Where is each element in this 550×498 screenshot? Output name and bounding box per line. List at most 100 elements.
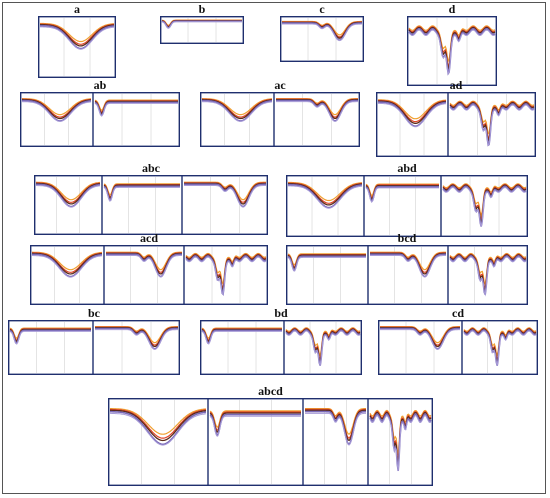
panel-cd <box>377 319 539 375</box>
curve-b-2 <box>209 412 301 433</box>
curve-b-2 <box>201 328 282 343</box>
curve-b-3 <box>287 255 366 272</box>
curve-a-2 <box>32 252 103 275</box>
curve-c-4 <box>380 329 460 350</box>
curve-d-4 <box>185 256 267 296</box>
curve-c-4 <box>282 23 362 42</box>
panel-border <box>375 91 537 157</box>
curve-a-2 <box>288 183 363 206</box>
curve-a-2 <box>378 100 447 125</box>
curve-b-4 <box>94 102 178 117</box>
panel-border <box>285 244 529 305</box>
panel-border <box>29 244 269 305</box>
curve-d-4 <box>442 186 527 227</box>
panel-label-c: c <box>319 2 325 16</box>
curve-a-2 <box>202 99 272 120</box>
panel-border <box>279 15 364 62</box>
curve-c-3 <box>184 183 266 208</box>
curve-b-3 <box>365 185 439 203</box>
curve-b-4 <box>161 21 242 29</box>
panel-border <box>199 91 361 147</box>
panel-ad <box>375 91 537 157</box>
curve-a-4 <box>378 102 447 128</box>
curve-a-4 <box>110 412 207 446</box>
curve-b-4 <box>365 187 439 203</box>
curve-b-2 <box>287 254 366 269</box>
panel-label-cd: cd <box>452 306 464 320</box>
curve-d-4 <box>369 415 432 472</box>
curve-d-4 <box>463 330 537 366</box>
panel-border <box>285 174 529 237</box>
curve-c-0 <box>184 181 266 201</box>
curve-b-0 <box>365 183 439 197</box>
panel-border <box>37 15 116 78</box>
curve-a-2 <box>36 182 101 205</box>
curve-b-0 <box>9 327 91 339</box>
panel-abcd <box>107 397 434 486</box>
panel-bc <box>7 319 181 375</box>
curve-c-4 <box>106 255 182 278</box>
panel-label-ac: ac <box>274 78 286 92</box>
panel-label-abc: abc <box>142 161 160 175</box>
panel-abd <box>285 174 529 237</box>
panel-label-ab: ab <box>93 78 107 92</box>
curve-b-2 <box>365 184 439 201</box>
curve-b-2 <box>9 328 91 343</box>
curve-c-0 <box>106 251 182 271</box>
curve-b-4 <box>209 415 301 437</box>
curve-a-1 <box>110 408 206 439</box>
curve-a-1 <box>288 182 362 204</box>
curve-d-4 <box>449 256 527 297</box>
curve-d-4 <box>285 330 361 366</box>
curve-a-2 <box>40 24 115 47</box>
curve-b-4 <box>9 330 91 345</box>
curve-b-3 <box>209 413 301 437</box>
curve-b-0 <box>103 183 180 196</box>
panel-border <box>199 319 363 375</box>
curve-b-3 <box>9 329 91 345</box>
curve-d-4 <box>449 104 535 147</box>
curve-c-4 <box>276 101 358 122</box>
curve-b-4 <box>201 330 282 345</box>
curve-c-4 <box>370 255 446 278</box>
curve-b-3 <box>161 20 242 29</box>
curve-a-0 <box>110 408 206 435</box>
curve-b-3 <box>94 101 178 117</box>
figure-frame <box>2 2 546 494</box>
panel-label-d: d <box>448 2 456 16</box>
curve-c-4 <box>305 412 366 446</box>
panel-c <box>279 15 364 62</box>
curve-c-4 <box>95 329 178 350</box>
panel-border <box>107 397 434 486</box>
curve-a-3 <box>110 410 207 446</box>
curve-b-2 <box>94 100 178 115</box>
panel-label-acd: acd <box>140 231 158 245</box>
curve-c-4 <box>184 185 266 208</box>
curve-b-0 <box>209 410 301 428</box>
curve-a-0 <box>40 22 115 43</box>
curve-a-1 <box>40 23 114 45</box>
curve-b-0 <box>201 327 282 339</box>
panel-border <box>406 15 497 86</box>
panel-border <box>159 15 244 45</box>
panel-border <box>377 319 539 375</box>
curve-a-0 <box>22 98 92 116</box>
curve-c-0 <box>370 251 446 271</box>
curve-b-4 <box>103 186 180 202</box>
curve-a-4 <box>21 101 92 122</box>
panel-border <box>19 91 181 147</box>
curve-a-0 <box>36 181 100 201</box>
panel-a <box>37 15 116 78</box>
panel-label-ad: ad <box>449 78 463 92</box>
panel-ab <box>19 91 181 147</box>
curve-a-4 <box>36 185 101 208</box>
curve-a-2 <box>110 409 207 442</box>
curve-a-2 <box>22 99 91 120</box>
panel-abc <box>33 174 269 235</box>
panel-label-bc: bc <box>88 306 100 320</box>
panel-bd <box>199 319 363 375</box>
panel-label-abcd: abcd <box>258 384 283 398</box>
panel-acd <box>29 244 269 305</box>
curve-b-3 <box>103 185 180 202</box>
curve-b-2 <box>103 184 180 199</box>
